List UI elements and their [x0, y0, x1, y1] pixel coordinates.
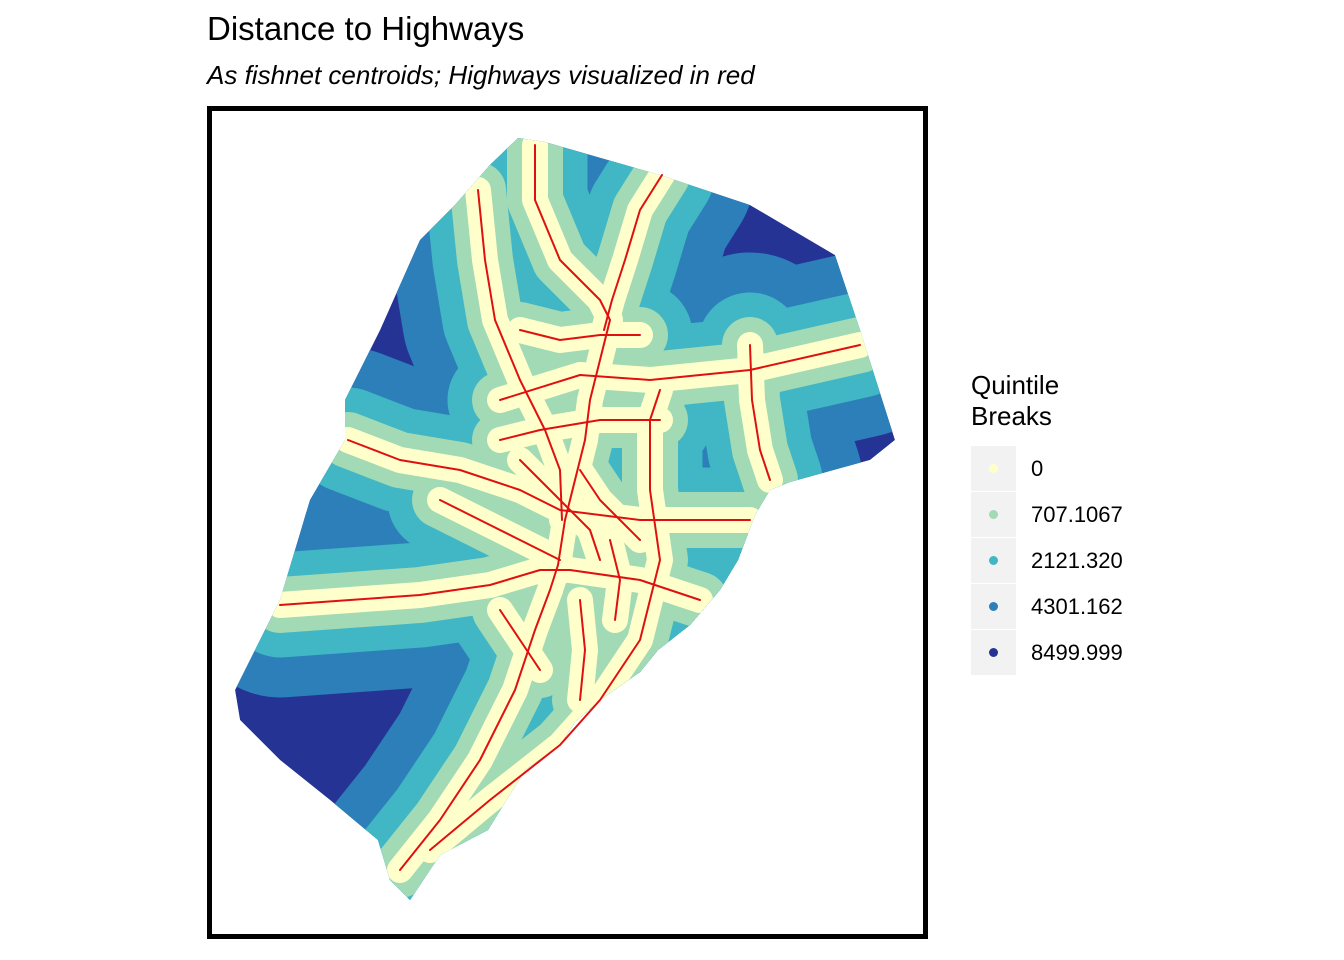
legend-item: 707.1067: [971, 492, 1191, 538]
legend-key: [971, 538, 1016, 583]
legend-title: Quintile Breaks: [971, 370, 1171, 432]
legend-label: 707.1067: [1031, 502, 1123, 528]
legend-swatch: [989, 464, 998, 473]
legend-swatch: [989, 556, 998, 565]
legend-item: 8499.999: [971, 630, 1191, 676]
legend-label: 2121.320: [1031, 548, 1123, 574]
legend-swatch: [989, 648, 998, 657]
legend-swatch: [989, 510, 998, 519]
legend-label: 4301.162: [1031, 594, 1123, 620]
legend-key: [971, 630, 1016, 675]
distance-buffer: [610, 540, 620, 620]
legend-key: [971, 446, 1016, 491]
legend-item: 0: [971, 446, 1191, 492]
legend-item: 4301.162: [971, 584, 1191, 630]
legend-item: 2121.320: [971, 538, 1191, 584]
legend-key: [971, 492, 1016, 537]
legend-key: [971, 584, 1016, 629]
legend: Quintile Breaks 0 707.1067 2121.320 4301.16…: [971, 370, 1171, 432]
map-subtitle: As fishnet centroids; Highways visualize…: [207, 60, 755, 91]
legend-label: 0: [1031, 456, 1043, 482]
map-title: Distance to Highways: [207, 10, 524, 48]
map-panel: [207, 106, 928, 939]
legend-swatch: [989, 602, 998, 611]
distance-map: [212, 111, 923, 934]
legend-label: 8499.999: [1031, 640, 1123, 666]
